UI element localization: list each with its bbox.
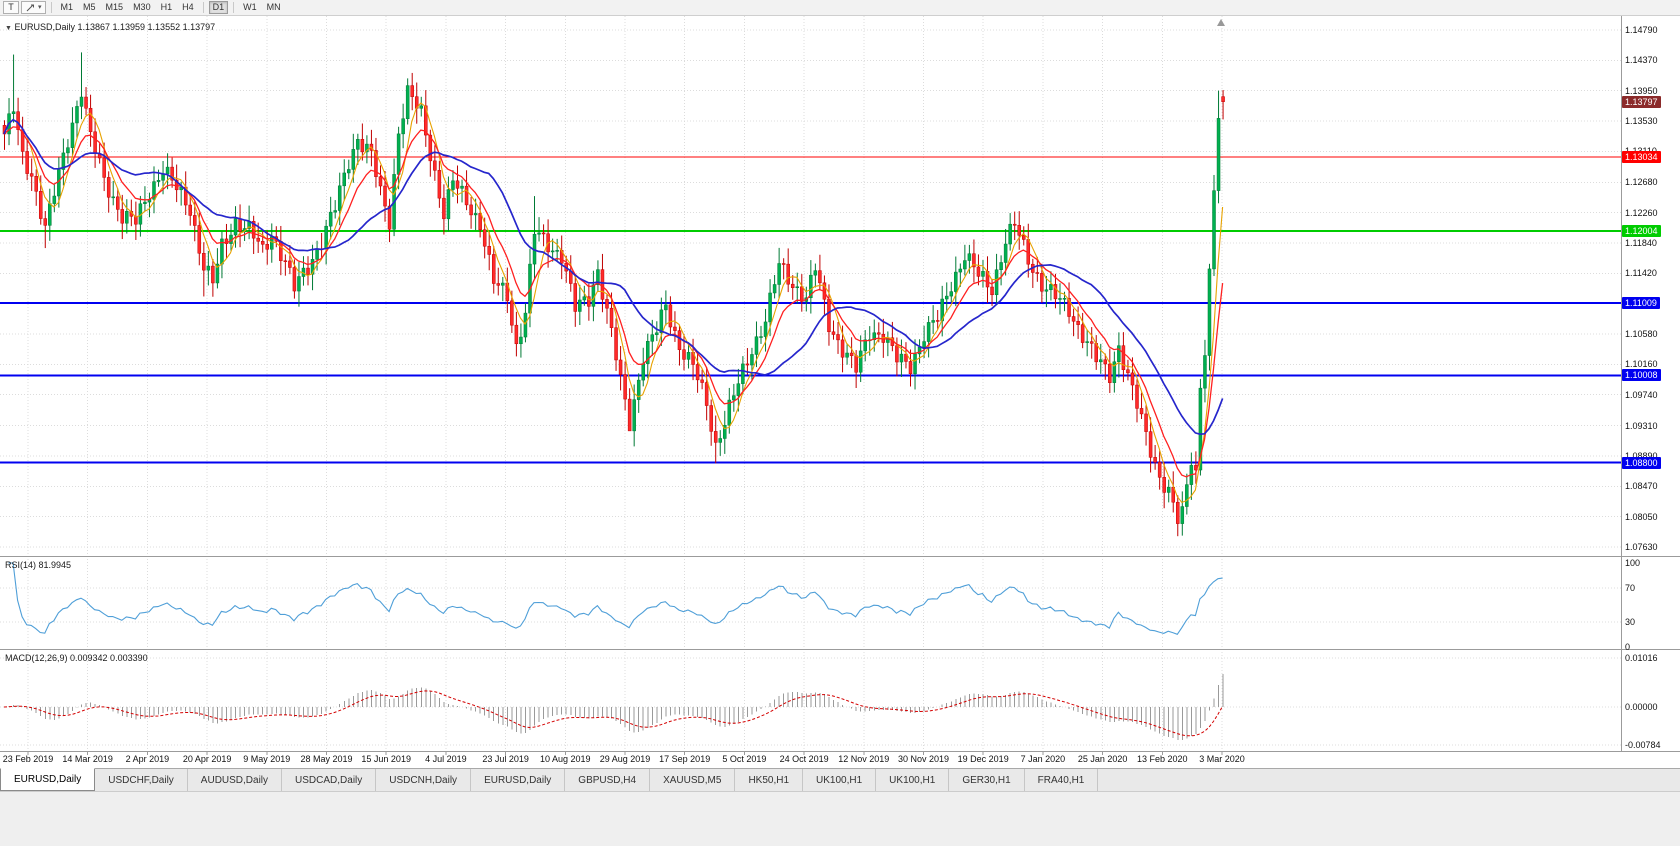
macd-histogram xyxy=(8,674,1224,741)
toolbar-separator xyxy=(202,2,204,13)
chart-tab-audusd-daily[interactable]: AUDUSD,Daily xyxy=(187,769,283,791)
panel-separators xyxy=(0,16,1680,755)
chart-tab-eurusd-daily[interactable]: EURUSD,Daily xyxy=(471,769,566,791)
timeframe-button-mn[interactable]: MN xyxy=(266,2,281,12)
timeframe-button-m5[interactable]: M5 xyxy=(83,2,96,12)
timeframe-button-d1[interactable]: D1 xyxy=(208,1,229,14)
chart-tab-usdchf-daily[interactable]: USDCHF,Daily xyxy=(95,769,188,791)
chart-tab-gbpusd-h4[interactable]: GBPUSD,H4 xyxy=(565,769,651,791)
ma-line-22 xyxy=(3,118,1224,436)
timeframe-button-m30[interactable]: M30 xyxy=(133,2,151,12)
ma-line-10 xyxy=(3,126,1224,478)
chart-tab-eurusd-daily[interactable]: EURUSD,Daily xyxy=(0,768,96,791)
timeframe-button-m1[interactable]: M1 xyxy=(60,2,74,12)
toolbar-separator xyxy=(50,2,52,13)
window-background xyxy=(0,791,1680,846)
grid-layer xyxy=(0,16,1621,751)
timeframe-button-h4[interactable]: H4 xyxy=(182,2,194,12)
timeframe-button-w1[interactable]: W1 xyxy=(243,2,257,12)
chart-shift-marker[interactable] xyxy=(1217,19,1225,26)
chart-tabs-bar: EURUSD,Daily USDCHF,Daily AUDUSD,Daily USDC… xyxy=(0,768,1680,791)
timeframe-button-h1[interactable]: H1 xyxy=(160,2,173,12)
pencil-tool-icon xyxy=(26,4,34,12)
chart-toolbar: T ▾ M1 M5 M15 M30 H1 H4 D1 W1 MN xyxy=(0,0,1680,16)
chart-tab-ger30-h1[interactable]: GER30,H1 xyxy=(949,769,1025,791)
rsi-line xyxy=(8,562,1223,635)
text-tool-button[interactable]: T xyxy=(3,1,19,14)
macd-signal-line xyxy=(3,690,1224,737)
toolbar-separator xyxy=(233,2,235,13)
chart-tab-fra40-h1[interactable]: FRA40,H1 xyxy=(1024,769,1099,791)
chart-tab-uk100-h1[interactable]: UK100,H1 xyxy=(876,769,950,791)
candles-layer xyxy=(2,52,1225,537)
drawing-tool-button[interactable]: ▾ xyxy=(21,1,46,14)
ma-line-5 xyxy=(3,102,1224,504)
timeframe-button-m15[interactable]: M15 xyxy=(105,2,124,12)
chevron-down-icon: ▾ xyxy=(38,4,42,11)
chart-tab-usdcad-daily[interactable]: USDCAD,Daily xyxy=(282,769,377,791)
chart-tab-usdcnh-daily[interactable]: USDCNH,Daily xyxy=(376,769,472,791)
chart-tab-uk100-h1[interactable]: UK100,H1 xyxy=(803,769,877,791)
chart-tab-hk50-h1[interactable]: HK50,H1 xyxy=(735,769,804,791)
chart-tab-xauusd-m5[interactable]: XAUUSD,M5 xyxy=(650,769,736,791)
